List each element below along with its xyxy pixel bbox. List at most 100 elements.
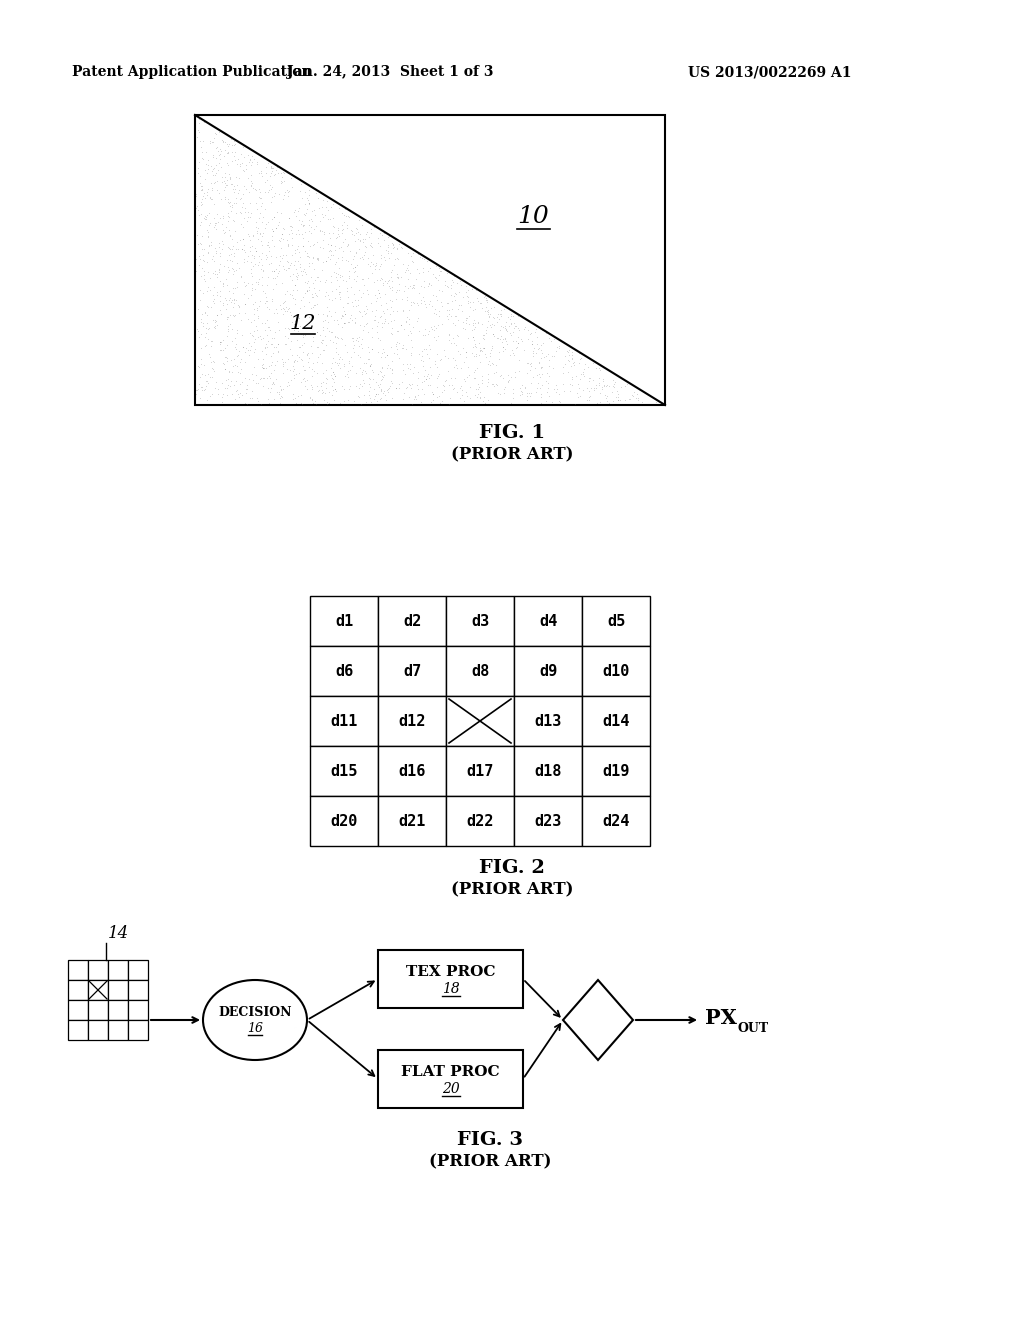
Point	[341, 268, 357, 289]
Point	[276, 181, 293, 202]
Point	[307, 294, 324, 315]
Point	[353, 393, 370, 414]
Point	[218, 326, 234, 347]
Point	[452, 343, 468, 364]
Point	[421, 347, 437, 368]
Point	[275, 185, 292, 206]
Point	[438, 275, 455, 296]
Point	[410, 243, 426, 264]
Point	[443, 374, 460, 395]
Point	[252, 223, 268, 244]
Point	[468, 346, 484, 367]
Point	[352, 223, 369, 244]
Point	[410, 293, 426, 314]
Point	[610, 389, 627, 411]
Point	[197, 302, 213, 323]
Point	[280, 251, 296, 272]
Point	[243, 170, 259, 191]
Point	[232, 214, 249, 235]
Point	[296, 359, 312, 380]
Point	[223, 228, 240, 249]
Point	[478, 375, 495, 396]
Point	[407, 387, 423, 408]
Point	[270, 211, 287, 232]
Point	[232, 230, 249, 251]
Point	[204, 187, 220, 209]
Point	[340, 389, 356, 411]
Point	[476, 338, 493, 359]
Point	[459, 276, 475, 297]
Point	[264, 279, 281, 300]
Point	[212, 120, 228, 141]
Point	[323, 244, 339, 265]
Point	[612, 389, 629, 411]
Point	[228, 252, 245, 273]
Point	[466, 318, 482, 339]
Point	[229, 345, 246, 366]
Point	[254, 358, 270, 379]
Point	[417, 293, 433, 314]
Point	[367, 306, 383, 327]
Point	[224, 305, 241, 326]
Point	[256, 218, 272, 239]
Point	[506, 317, 522, 338]
Point	[610, 384, 627, 405]
Point	[382, 304, 398, 325]
Point	[296, 203, 312, 224]
Point	[524, 342, 541, 363]
Point	[528, 343, 545, 364]
Point	[303, 223, 319, 244]
Text: d6: d6	[335, 664, 353, 678]
Point	[200, 372, 216, 393]
Point	[241, 226, 257, 247]
Point	[345, 327, 361, 348]
Point	[195, 249, 211, 271]
Point	[546, 329, 562, 350]
Point	[416, 371, 432, 392]
Point	[300, 231, 316, 252]
Point	[243, 261, 259, 282]
Point	[226, 176, 243, 197]
Point	[372, 235, 388, 256]
Point	[365, 236, 381, 257]
Point	[269, 162, 286, 183]
Point	[380, 236, 396, 257]
Point	[315, 317, 332, 338]
Point	[308, 248, 325, 269]
Point	[460, 290, 476, 312]
Point	[562, 374, 579, 395]
Point	[188, 379, 205, 400]
Point	[236, 160, 252, 181]
Point	[247, 238, 263, 259]
Point	[290, 201, 306, 222]
Point	[254, 193, 270, 214]
Point	[351, 385, 368, 407]
Point	[305, 272, 322, 293]
Point	[249, 153, 265, 174]
Point	[381, 226, 397, 247]
Point	[188, 384, 205, 405]
Point	[324, 367, 340, 388]
Point	[259, 235, 275, 256]
Point	[423, 364, 439, 385]
Point	[207, 172, 223, 193]
Point	[377, 310, 393, 331]
Point	[307, 284, 324, 305]
Point	[380, 379, 396, 400]
Point	[521, 359, 538, 380]
Point	[341, 359, 357, 380]
Point	[505, 305, 521, 326]
Point	[544, 346, 560, 367]
Point	[195, 149, 211, 170]
Point	[335, 300, 351, 321]
Point	[497, 376, 513, 397]
Point	[187, 183, 204, 205]
Point	[299, 280, 315, 301]
Point	[263, 218, 280, 239]
Point	[376, 381, 392, 403]
Point	[265, 186, 282, 207]
Point	[305, 235, 322, 256]
Point	[493, 319, 509, 341]
Point	[498, 312, 514, 333]
Point	[290, 235, 306, 256]
